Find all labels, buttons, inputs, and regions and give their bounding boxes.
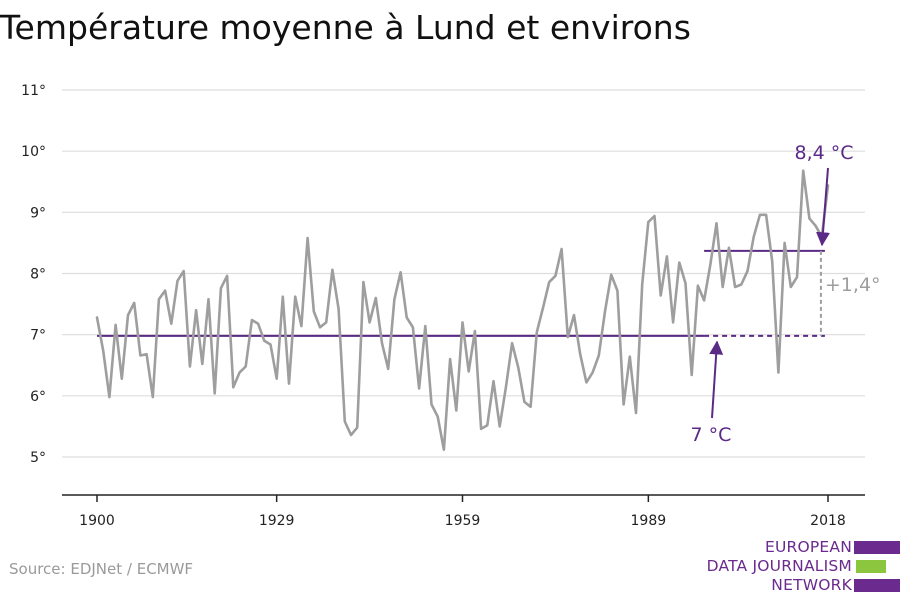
label-8-4c: 8,4 °C — [794, 142, 853, 164]
x-axis: 1900 1929 1959 1989 2018 — [62, 494, 865, 529]
chart-title: Température moyenne à Lund et environs — [0, 8, 691, 47]
edjnet-logo[interactable]: EUROPEAN DATA JOURNALISM NETWORK — [700, 538, 900, 600]
y-axis-tick-labels: 5° 6° 7° 8° 9° 10° 11° — [21, 83, 46, 466]
x-tick-label-2018: 2018 — [810, 513, 846, 529]
arrow-7c — [709, 340, 724, 419]
logo-line-network: NETWORK — [771, 576, 852, 594]
series-layer — [95, 169, 830, 452]
x-tick-label-1959: 1959 — [445, 513, 481, 529]
y-tick-label-8: 8° — [30, 267, 46, 283]
annotations: +1,4° 7 °C 8,4 °C — [691, 142, 881, 446]
y-tick-label-7: 7° — [30, 328, 46, 344]
y-tick-label-10: 10° — [21, 144, 46, 160]
x-tick-label-1989: 1989 — [631, 513, 667, 529]
x-tick-label-1900: 1900 — [79, 513, 115, 529]
y-tick-label-9: 9° — [30, 205, 46, 221]
logo-bar-purple-top — [854, 541, 900, 554]
logo-bar-purple-bottom — [854, 579, 900, 592]
source-credit: Source: EDJNet / ECMWF — [9, 560, 194, 578]
x-tick-label-1929: 1929 — [259, 513, 295, 529]
logo-bar-green — [856, 560, 886, 573]
temperature-series-line — [95, 169, 830, 452]
logo-line-data-journalism: DATA JOURNALISM — [706, 557, 852, 575]
y-tick-label-6: 6° — [30, 389, 46, 405]
logo-line-european: EUROPEAN — [764, 538, 852, 556]
arrow-8-4c — [816, 167, 830, 247]
difference-label: +1,4° — [825, 274, 881, 296]
y-tick-label-5: 5° — [30, 450, 46, 466]
y-tick-label-11: 11° — [21, 83, 46, 99]
label-7c: 7 °C — [691, 424, 732, 446]
